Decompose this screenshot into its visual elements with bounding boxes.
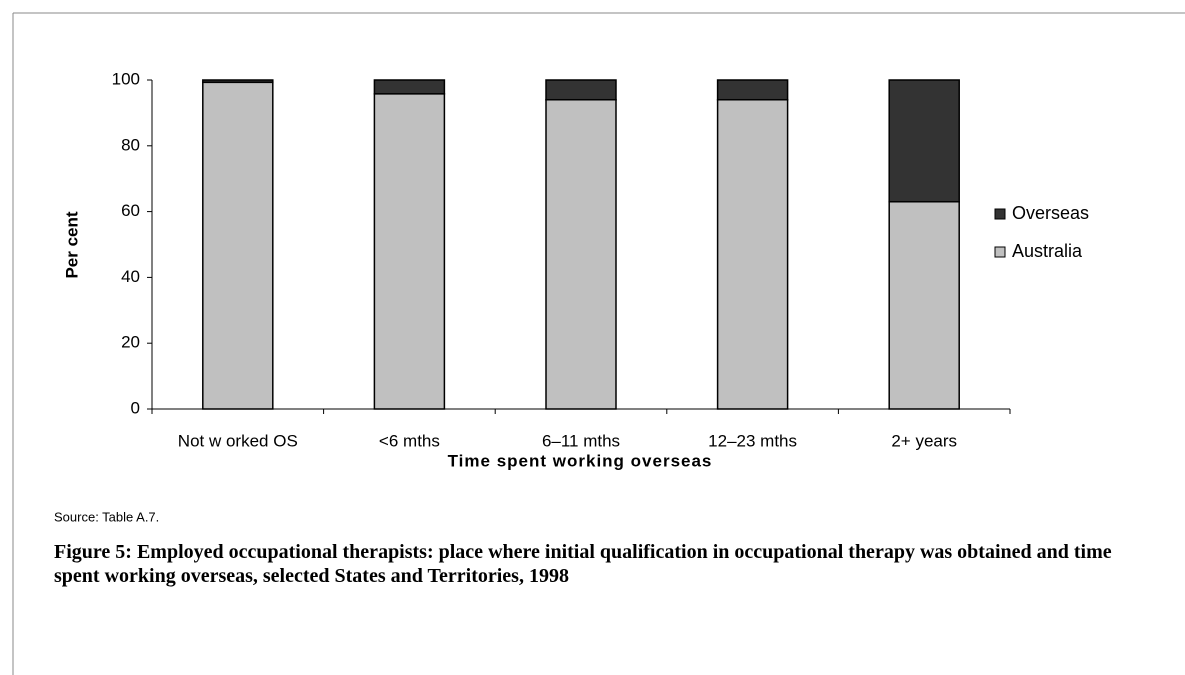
bar-segment: [545, 98, 617, 410]
x-tick-label: <6 mths: [379, 431, 440, 450]
x-tick-label: 12–23 mths: [708, 431, 797, 450]
figure-caption: Figure 5: Employed occupational therapis…: [54, 541, 1112, 587]
bar-segment: [545, 79, 617, 101]
legend-label: Australia: [1012, 241, 1083, 261]
bar-segment: [202, 79, 274, 84]
bar-segment: [888, 79, 960, 203]
y-tick-label: 80: [121, 135, 140, 154]
legend-label: Overseas: [1012, 203, 1089, 223]
bar-segment: [888, 200, 960, 410]
legend-swatch: [994, 208, 1006, 220]
y-tick-label: 100: [112, 69, 140, 88]
bar-segment: [716, 79, 789, 101]
source-note: Source: Table A.7.: [54, 509, 159, 524]
y-tick-label: 20: [121, 333, 140, 352]
y-axis-title: Per cent: [62, 211, 81, 278]
x-tick-label: Not w orked OS: [178, 431, 298, 450]
x-tick-label: 2+ years: [891, 431, 957, 450]
x-axis-title: Time spent working overseas: [448, 451, 713, 470]
bar-segment: [202, 81, 274, 410]
bar-segment: [373, 93, 446, 410]
bar-segment: [716, 98, 789, 410]
y-tick-label: 40: [121, 267, 140, 286]
y-tick-label: 0: [131, 398, 140, 417]
legend-swatch: [994, 246, 1006, 258]
bar-segment: [373, 79, 446, 95]
y-tick-label: 60: [121, 201, 140, 220]
x-tick-label: 6–11 mths: [542, 431, 620, 450]
